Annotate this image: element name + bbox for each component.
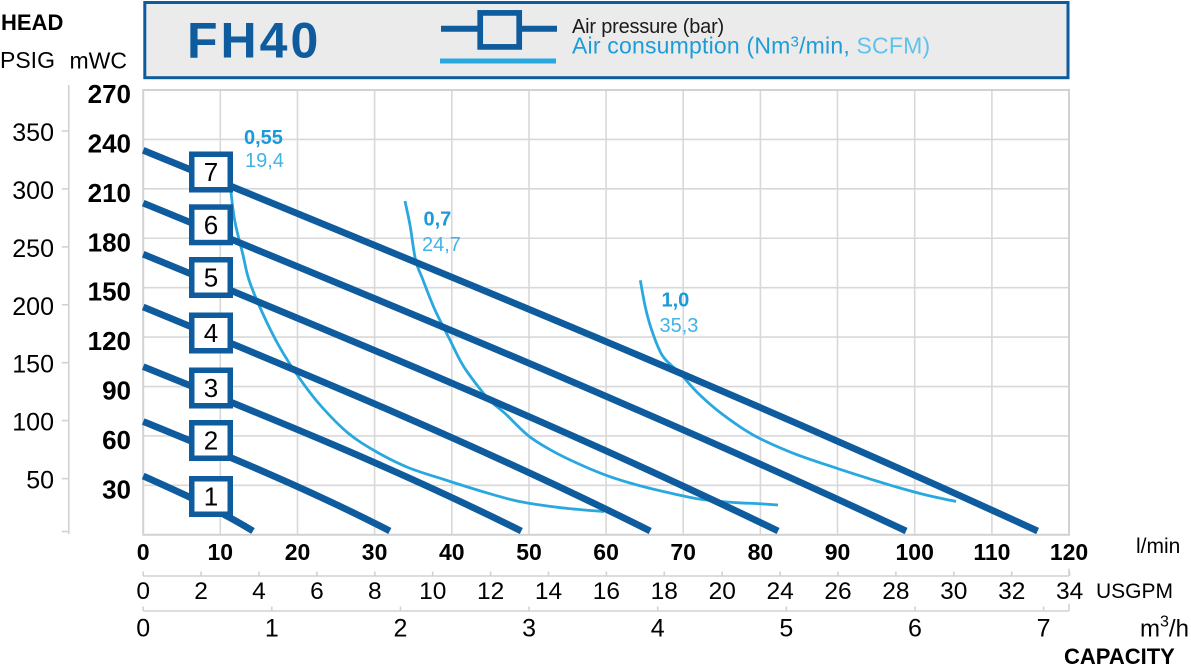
svg-text:60: 60 — [102, 425, 131, 455]
svg-text:l/min: l/min — [1136, 535, 1180, 558]
svg-text:6: 6 — [908, 615, 922, 643]
svg-text:4: 4 — [204, 318, 218, 348]
svg-text:300: 300 — [12, 177, 54, 205]
svg-text:270: 270 — [88, 79, 131, 109]
svg-text:1,0: 1,0 — [662, 290, 690, 312]
svg-text:16: 16 — [593, 578, 620, 605]
svg-text:3: 3 — [204, 373, 218, 403]
svg-text:200: 200 — [12, 293, 54, 321]
svg-text:mWC: mWC — [70, 48, 127, 74]
svg-text:40: 40 — [439, 539, 465, 565]
svg-text:1: 1 — [204, 482, 218, 512]
svg-text:32: 32 — [998, 578, 1025, 605]
svg-text:35,3: 35,3 — [660, 315, 699, 337]
svg-text:26: 26 — [824, 578, 851, 605]
svg-text:210: 210 — [88, 178, 131, 208]
svg-text:240: 240 — [88, 128, 131, 158]
svg-text:2: 2 — [194, 578, 208, 605]
svg-text:150: 150 — [88, 277, 131, 307]
svg-text:20: 20 — [285, 539, 311, 565]
svg-text:1: 1 — [265, 615, 279, 643]
svg-text:10: 10 — [208, 539, 234, 565]
svg-text:80: 80 — [748, 539, 774, 565]
svg-text:28: 28 — [882, 578, 909, 605]
svg-text:4: 4 — [651, 615, 665, 643]
svg-text:24,7: 24,7 — [422, 234, 461, 256]
svg-text:180: 180 — [88, 227, 131, 257]
svg-text:2: 2 — [204, 426, 218, 456]
svg-text:50: 50 — [516, 539, 542, 565]
svg-text:12: 12 — [477, 578, 504, 605]
svg-text:50: 50 — [26, 467, 54, 495]
svg-text:60: 60 — [593, 539, 619, 565]
svg-text:m3/h: m3/h — [1140, 614, 1189, 643]
svg-text:6: 6 — [204, 210, 218, 240]
svg-text:8: 8 — [368, 578, 382, 605]
svg-text:18: 18 — [651, 578, 678, 605]
svg-text:0: 0 — [136, 615, 150, 643]
svg-text:Air pressure (bar): Air pressure (bar) — [572, 16, 724, 38]
svg-text:3: 3 — [522, 615, 536, 643]
svg-text:0,55: 0,55 — [244, 127, 283, 149]
svg-text:350: 350 — [12, 119, 54, 147]
svg-text:7: 7 — [1037, 615, 1051, 643]
svg-text:5: 5 — [204, 263, 218, 293]
svg-text:USGPM: USGPM — [1096, 580, 1173, 603]
svg-text:6: 6 — [310, 578, 324, 605]
svg-text:30: 30 — [102, 474, 131, 504]
svg-text:20: 20 — [709, 578, 736, 605]
svg-text:110: 110 — [973, 539, 1010, 565]
svg-text:14: 14 — [535, 578, 562, 605]
svg-text:150: 150 — [12, 351, 54, 379]
svg-text:0: 0 — [136, 578, 150, 605]
svg-text:100: 100 — [12, 409, 54, 437]
svg-text:2: 2 — [394, 615, 408, 643]
svg-text:HEAD: HEAD — [1, 10, 63, 35]
svg-text:7: 7 — [204, 157, 218, 187]
svg-text:30: 30 — [940, 578, 967, 605]
svg-text:10: 10 — [419, 578, 446, 605]
svg-text:120: 120 — [1050, 539, 1088, 565]
svg-text:250: 250 — [12, 235, 54, 263]
svg-text:5: 5 — [779, 615, 793, 643]
svg-text:PSIG: PSIG — [0, 47, 55, 73]
svg-text:24: 24 — [766, 578, 793, 605]
svg-text:0,7: 0,7 — [424, 209, 452, 231]
svg-text:CAPACITY: CAPACITY — [1064, 644, 1175, 667]
svg-text:90: 90 — [825, 539, 851, 565]
svg-text:30: 30 — [362, 539, 388, 565]
svg-text:100: 100 — [896, 539, 934, 565]
svg-text:0: 0 — [137, 539, 150, 565]
svg-text:FH40: FH40 — [187, 13, 321, 69]
svg-text:70: 70 — [670, 539, 696, 565]
svg-text:4: 4 — [252, 578, 266, 605]
svg-text:19,4: 19,4 — [245, 150, 284, 172]
svg-text:Air consumption (Nm3/min, SCFM: Air consumption (Nm3/min, SCFM) — [572, 33, 930, 59]
svg-text:120: 120 — [88, 326, 131, 356]
svg-text:90: 90 — [102, 376, 131, 406]
svg-text:34: 34 — [1056, 578, 1083, 605]
